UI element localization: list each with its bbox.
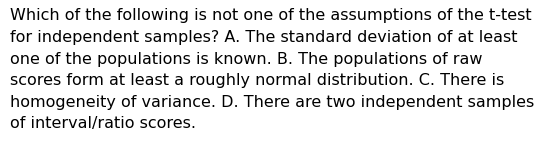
Text: Which of the following is not one of the assumptions of the t-test
for independe: Which of the following is not one of the…: [10, 8, 535, 131]
